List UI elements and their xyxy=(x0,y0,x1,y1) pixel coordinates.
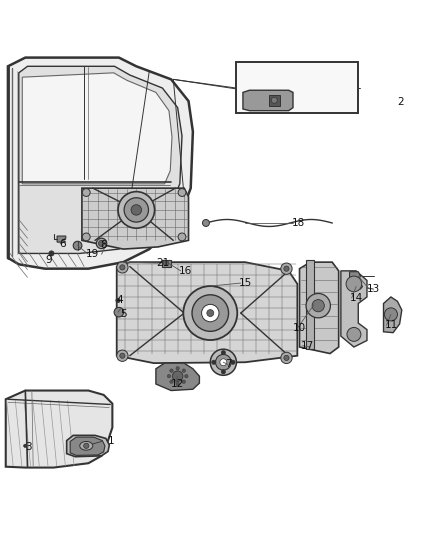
Polygon shape xyxy=(162,260,171,268)
Circle shape xyxy=(192,295,229,332)
Circle shape xyxy=(124,198,148,222)
Circle shape xyxy=(117,350,128,361)
Text: 5: 5 xyxy=(120,309,127,319)
Circle shape xyxy=(49,251,54,256)
Text: 3: 3 xyxy=(25,442,32,452)
Circle shape xyxy=(306,294,330,318)
Circle shape xyxy=(346,276,362,292)
Circle shape xyxy=(231,360,235,365)
Text: 7: 7 xyxy=(226,359,232,369)
Circle shape xyxy=(312,300,324,312)
Polygon shape xyxy=(350,272,360,280)
Polygon shape xyxy=(8,58,193,269)
Circle shape xyxy=(163,261,169,265)
Circle shape xyxy=(96,238,107,249)
Circle shape xyxy=(284,356,289,360)
Circle shape xyxy=(201,304,219,322)
Circle shape xyxy=(178,189,186,197)
Text: 10: 10 xyxy=(293,324,306,333)
Polygon shape xyxy=(67,435,110,457)
Text: 21: 21 xyxy=(156,258,169,268)
Circle shape xyxy=(284,266,289,271)
Text: 11: 11 xyxy=(385,320,398,330)
Circle shape xyxy=(173,371,183,382)
Circle shape xyxy=(347,327,361,341)
Circle shape xyxy=(120,353,125,358)
Text: 6: 6 xyxy=(59,239,66,249)
Circle shape xyxy=(82,189,90,197)
Circle shape xyxy=(207,310,214,317)
Circle shape xyxy=(184,286,237,340)
Polygon shape xyxy=(156,363,199,391)
Circle shape xyxy=(131,205,141,215)
Circle shape xyxy=(182,380,186,383)
Circle shape xyxy=(114,308,124,317)
Circle shape xyxy=(178,233,186,241)
Circle shape xyxy=(221,351,226,355)
Circle shape xyxy=(210,349,237,375)
Polygon shape xyxy=(82,188,188,249)
Polygon shape xyxy=(6,391,113,467)
Polygon shape xyxy=(350,284,363,289)
Polygon shape xyxy=(243,90,293,111)
Polygon shape xyxy=(341,271,367,347)
Polygon shape xyxy=(57,236,66,242)
Text: 19: 19 xyxy=(86,249,99,260)
Circle shape xyxy=(117,262,128,273)
Polygon shape xyxy=(269,94,280,107)
Circle shape xyxy=(385,308,397,321)
Text: 16: 16 xyxy=(179,266,192,276)
Text: 17: 17 xyxy=(301,341,314,351)
Polygon shape xyxy=(384,297,402,333)
Circle shape xyxy=(281,352,292,364)
Text: 18: 18 xyxy=(292,218,305,228)
Text: 14: 14 xyxy=(350,293,363,303)
Polygon shape xyxy=(306,260,314,349)
Text: 8: 8 xyxy=(101,240,107,250)
Circle shape xyxy=(176,382,180,386)
Polygon shape xyxy=(70,437,105,455)
Circle shape xyxy=(215,354,231,370)
Text: 4: 4 xyxy=(117,295,124,305)
Text: 12: 12 xyxy=(171,379,184,389)
Circle shape xyxy=(185,375,188,378)
Text: 13: 13 xyxy=(367,284,380,294)
Circle shape xyxy=(221,370,226,374)
Circle shape xyxy=(170,380,173,383)
Circle shape xyxy=(116,298,120,303)
Circle shape xyxy=(24,444,27,448)
Circle shape xyxy=(271,97,277,103)
Polygon shape xyxy=(117,262,297,363)
Polygon shape xyxy=(22,73,172,184)
Polygon shape xyxy=(300,262,339,353)
Text: 2: 2 xyxy=(397,97,404,107)
Circle shape xyxy=(176,367,180,370)
Ellipse shape xyxy=(80,441,93,450)
Text: 9: 9 xyxy=(45,255,52,265)
Circle shape xyxy=(182,369,186,373)
Circle shape xyxy=(99,240,105,246)
Polygon shape xyxy=(19,66,182,254)
Circle shape xyxy=(84,443,89,448)
Text: 15: 15 xyxy=(239,278,252,288)
Circle shape xyxy=(281,263,292,274)
Circle shape xyxy=(73,241,82,250)
Text: 1: 1 xyxy=(108,437,115,447)
Circle shape xyxy=(167,375,171,378)
Circle shape xyxy=(170,369,173,373)
Circle shape xyxy=(120,265,125,270)
Circle shape xyxy=(212,360,216,365)
Bar xyxy=(237,62,358,114)
Circle shape xyxy=(82,233,90,241)
Circle shape xyxy=(202,220,209,227)
Circle shape xyxy=(220,359,227,366)
Circle shape xyxy=(118,192,155,228)
